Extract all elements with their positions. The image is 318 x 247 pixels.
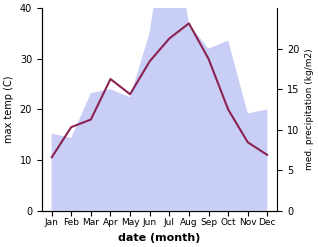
Y-axis label: max temp (C): max temp (C) — [4, 76, 14, 143]
Y-axis label: med. precipitation (kg/m2): med. precipitation (kg/m2) — [305, 49, 314, 170]
X-axis label: date (month): date (month) — [118, 233, 201, 243]
